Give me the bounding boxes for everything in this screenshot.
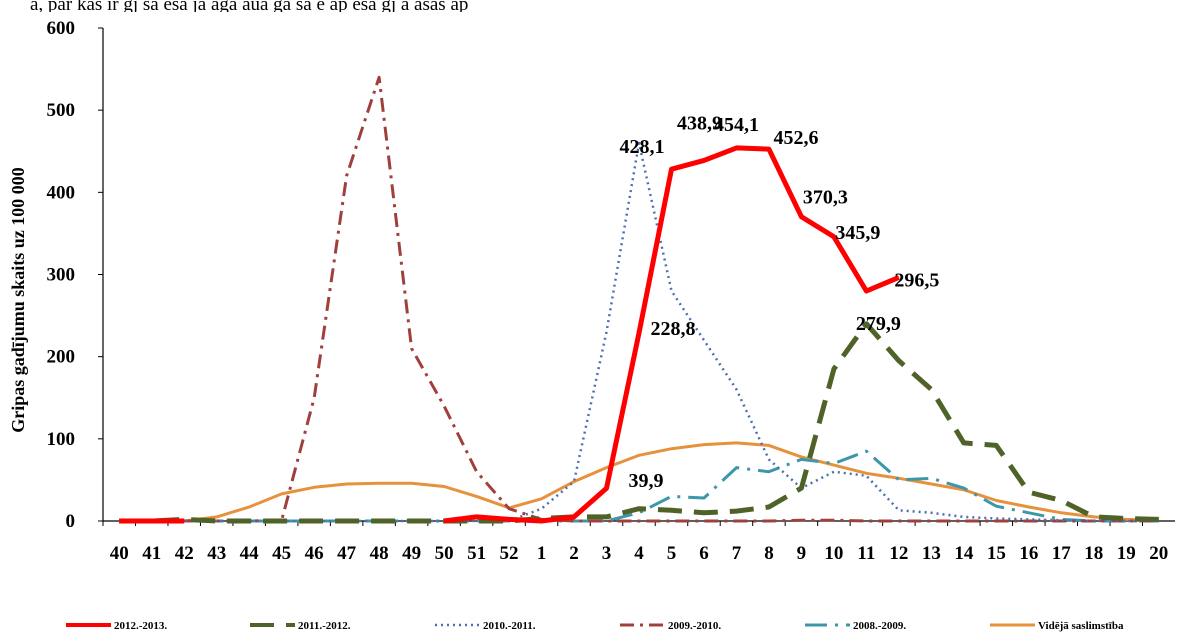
series-line-1 (443, 145, 900, 524)
x-tick-label: 2 (569, 543, 579, 564)
x-tick-label: 50 (435, 543, 454, 564)
x-tick-label: 45 (272, 543, 291, 564)
series-lines (119, 75, 1159, 524)
legend: 2012.-2013. 2011.-2012. 2010.-2011. 2009.-2… (66, 620, 1124, 632)
x-tick-label: 11 (857, 543, 875, 564)
y-tick-label: 200 (47, 347, 76, 368)
x-tick-label: 41 (142, 543, 161, 564)
legend-label: 2008.-2009. (853, 620, 906, 632)
y-tick-label: 400 (47, 182, 76, 203)
legend-label: 2011.-2012. (298, 620, 351, 632)
data-label: 428,1 (619, 136, 664, 158)
series-line-6 (119, 441, 1159, 523)
x-tick-label: 3 (602, 543, 612, 564)
data-label: 279,9 (856, 313, 901, 335)
x-tick-label: 12 (889, 543, 908, 564)
x-tick-label: 47 (337, 543, 357, 564)
data-label: 370,3 (803, 187, 848, 209)
series-line-4 (119, 75, 1159, 523)
x-tick-label: 40 (110, 543, 129, 564)
x-tick-label: 7 (732, 543, 742, 564)
chart-axes (98, 27, 1175, 526)
x-tick-label: 10 (824, 543, 843, 564)
x-tick-label: 15 (987, 543, 1006, 564)
x-tick-label: 18 (1084, 543, 1103, 564)
x-tick-label: 8 (764, 543, 774, 564)
x-tick-label: 14 (954, 543, 974, 564)
y-tick-label: 100 (47, 429, 76, 450)
x-tick-label: 19 (1117, 543, 1136, 564)
y-tick-labels: 0 100 200 300 400 500 600 (47, 18, 76, 532)
top-cropped-text: ā, par kas ir ģj sa esa ja agā aūa ga ša… (30, 0, 469, 12)
x-tick-label: 51 (467, 543, 486, 564)
x-tick-label: 5 (667, 543, 677, 564)
x-tick-label: 44 (240, 543, 260, 564)
data-label: 228,8 (651, 318, 696, 340)
series-line-3 (119, 141, 1159, 523)
y-tick-label: 500 (47, 100, 76, 121)
x-tick-label: 17 (1052, 543, 1072, 564)
x-tick-label: 49 (402, 543, 421, 564)
x-tick-label: 20 (1149, 543, 1168, 564)
x-tick-label: 1 (537, 543, 547, 564)
data-label: 454,1 (714, 114, 759, 136)
x-tick-label: 9 (797, 543, 807, 564)
x-tick-label: 13 (922, 543, 941, 564)
series-line-5 (119, 449, 1159, 523)
x-tick-label: 4 (634, 543, 644, 564)
x-tick-label: 6 (699, 543, 709, 564)
x-tick-labels: 40 41 42 43 44 45 46 47 48 49 50 51 52 1 2 3 4 5 6 7 8 9 10 11 1… (110, 543, 1169, 564)
x-tick-label: 48 (370, 543, 389, 564)
data-label: 438,9 (677, 112, 722, 134)
y-tick-label: 0 (66, 511, 76, 532)
y-tick-label: 300 (47, 265, 76, 286)
legend-label: Vidējā saslimstība (1038, 620, 1124, 632)
data-label: 345,9 (835, 222, 880, 244)
data-label: 452,6 (773, 127, 818, 149)
y-tick-label: 600 (47, 18, 76, 39)
x-tick-label: 46 (305, 543, 324, 564)
legend-label: 2009.-2010. (668, 620, 721, 632)
legend-label: 2010.-2011. (483, 620, 536, 632)
x-tick-label: 16 (1019, 543, 1038, 564)
x-tick-label: 52 (500, 543, 519, 564)
data-label: 39,9 (629, 470, 664, 492)
legend-label: 2012.-2013. (114, 620, 167, 632)
x-tick-label: 43 (207, 543, 226, 564)
y-axis-label: Gripas gadījumu skaits uz 100 000 (8, 167, 28, 433)
data-label: 296,5 (894, 269, 939, 291)
series-line-2 (119, 321, 1159, 524)
x-tick-label: 42 (175, 543, 194, 564)
